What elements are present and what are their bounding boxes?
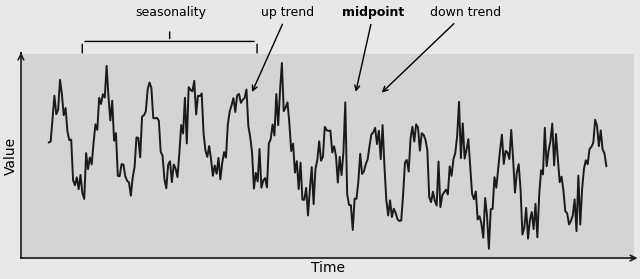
Text: seasonality: seasonality [136,6,207,19]
Y-axis label: Value: Value [4,137,18,175]
Text: down trend: down trend [383,6,501,92]
Text: midpoint: midpoint [342,6,404,90]
X-axis label: Time: Time [310,261,344,275]
Text: up trend: up trend [252,6,314,91]
